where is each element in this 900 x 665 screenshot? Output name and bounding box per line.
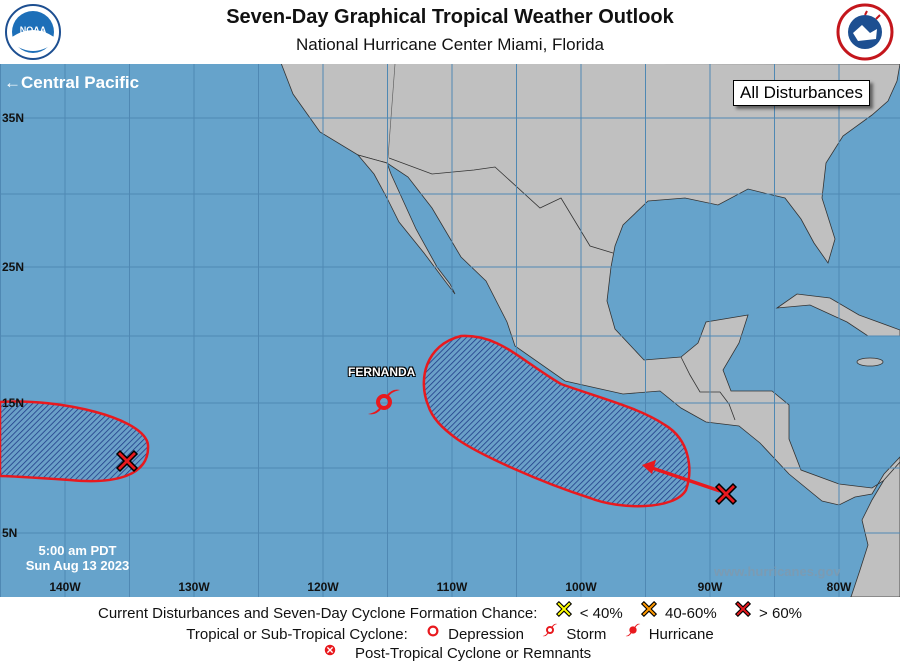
latitude-label: 25N: [2, 260, 24, 274]
legend-cyclone-label: Tropical or Sub-Tropical Cyclone:: [186, 625, 408, 643]
legend-chance-high: > 60%: [759, 604, 802, 622]
nws-logo: [836, 3, 894, 61]
legend-post-tropical: Post-Tropical Cyclone or Remnants: [354, 644, 592, 662]
noaa-logo: NOAA: [5, 4, 61, 60]
header: NOAA Seven-Day Graphical Tropical Weathe…: [0, 0, 900, 64]
hurricane-icon: [625, 623, 640, 637]
longitude-label: 80W: [827, 580, 852, 594]
legend-depression: Depression: [448, 625, 524, 643]
timestamp-time: 5:00 am PDT: [38, 543, 117, 558]
north-america: [280, 64, 900, 597]
legend-row-post-tropical: Post-Tropical Cyclone or Remnants: [0, 643, 900, 662]
latitude-label: 35N: [2, 111, 24, 125]
timestamp-date: Sun Aug 13 2023: [25, 558, 130, 573]
svg-text:NOAA: NOAA: [20, 25, 47, 35]
longitude-label: 90W: [698, 580, 723, 594]
legend-formation-label: Current Disturbances and Seven-Day Cyclo…: [97, 604, 538, 622]
longitude-label: 140W: [49, 580, 81, 594]
outlook-map: 35N 25N 15N 5N 140W 130W 120W 110W 100W 90W 80W: [0, 64, 900, 597]
longitude-label: 120W: [307, 580, 339, 594]
timestamp: 5:00 am PDT Sun Aug 13 2023: [0, 543, 155, 573]
jamaica: [856, 357, 884, 367]
storm-icon: [542, 623, 558, 637]
land: [280, 64, 900, 597]
storm-icon[interactable]: [368, 389, 400, 415]
legend-hurricane: Hurricane: [648, 625, 714, 643]
latitude-label: 5N: [2, 526, 17, 540]
legend: Current Disturbances and Seven-Day Cyclo…: [0, 597, 900, 665]
depression-icon: [427, 625, 439, 637]
motion-arrow: [642, 460, 721, 493]
disturbance-x-marker-west[interactable]: [115, 449, 139, 473]
longitude-label: 110W: [437, 580, 468, 594]
disturbance-x-marker-east[interactable]: [714, 482, 738, 506]
all-disturbances-button[interactable]: All Disturbances: [733, 80, 870, 106]
central-pacific-label: Central Pacific: [21, 73, 140, 92]
legend-chance-medium: 40-60%: [665, 604, 717, 622]
longitude-label: 130W: [178, 580, 210, 594]
disturbance-area-west: [0, 400, 150, 483]
legend-chance-low: < 40%: [579, 604, 623, 622]
yellow-x-icon: [555, 600, 572, 618]
disturbance-area-east: [422, 334, 691, 508]
south-america: [850, 461, 900, 597]
arrow-left-icon: ←: [4, 73, 21, 92]
longitude-labels: 140W 130W 120W 110W 100W 90W 80W: [49, 580, 852, 594]
latitude-label: 15N: [2, 396, 24, 410]
orange-x-icon: [640, 600, 657, 618]
website-watermark: www.hurricanes.gov: [714, 564, 841, 579]
central-pacific-link[interactable]: ←Central Pacific: [4, 73, 139, 93]
page-title: Seven-Day Graphical Tropical Weather Out…: [226, 6, 674, 28]
legend-row-formation-chance: Current Disturbances and Seven-Day Cyclo…: [0, 600, 900, 622]
post-tropical-icon: [324, 644, 336, 656]
legend-row-cyclones: Tropical or Sub-Tropical Cyclone: Depres…: [0, 622, 900, 643]
red-x-icon: [734, 600, 751, 618]
page-subtitle: National Hurricane Center Miami, Florida: [295, 35, 604, 54]
legend-storm: Storm: [566, 625, 607, 643]
storm-name-label: FERNANDA: [348, 365, 416, 379]
longitude-label: 100W: [565, 580, 597, 594]
latitude-labels: 35N 25N 15N 5N: [2, 111, 24, 540]
